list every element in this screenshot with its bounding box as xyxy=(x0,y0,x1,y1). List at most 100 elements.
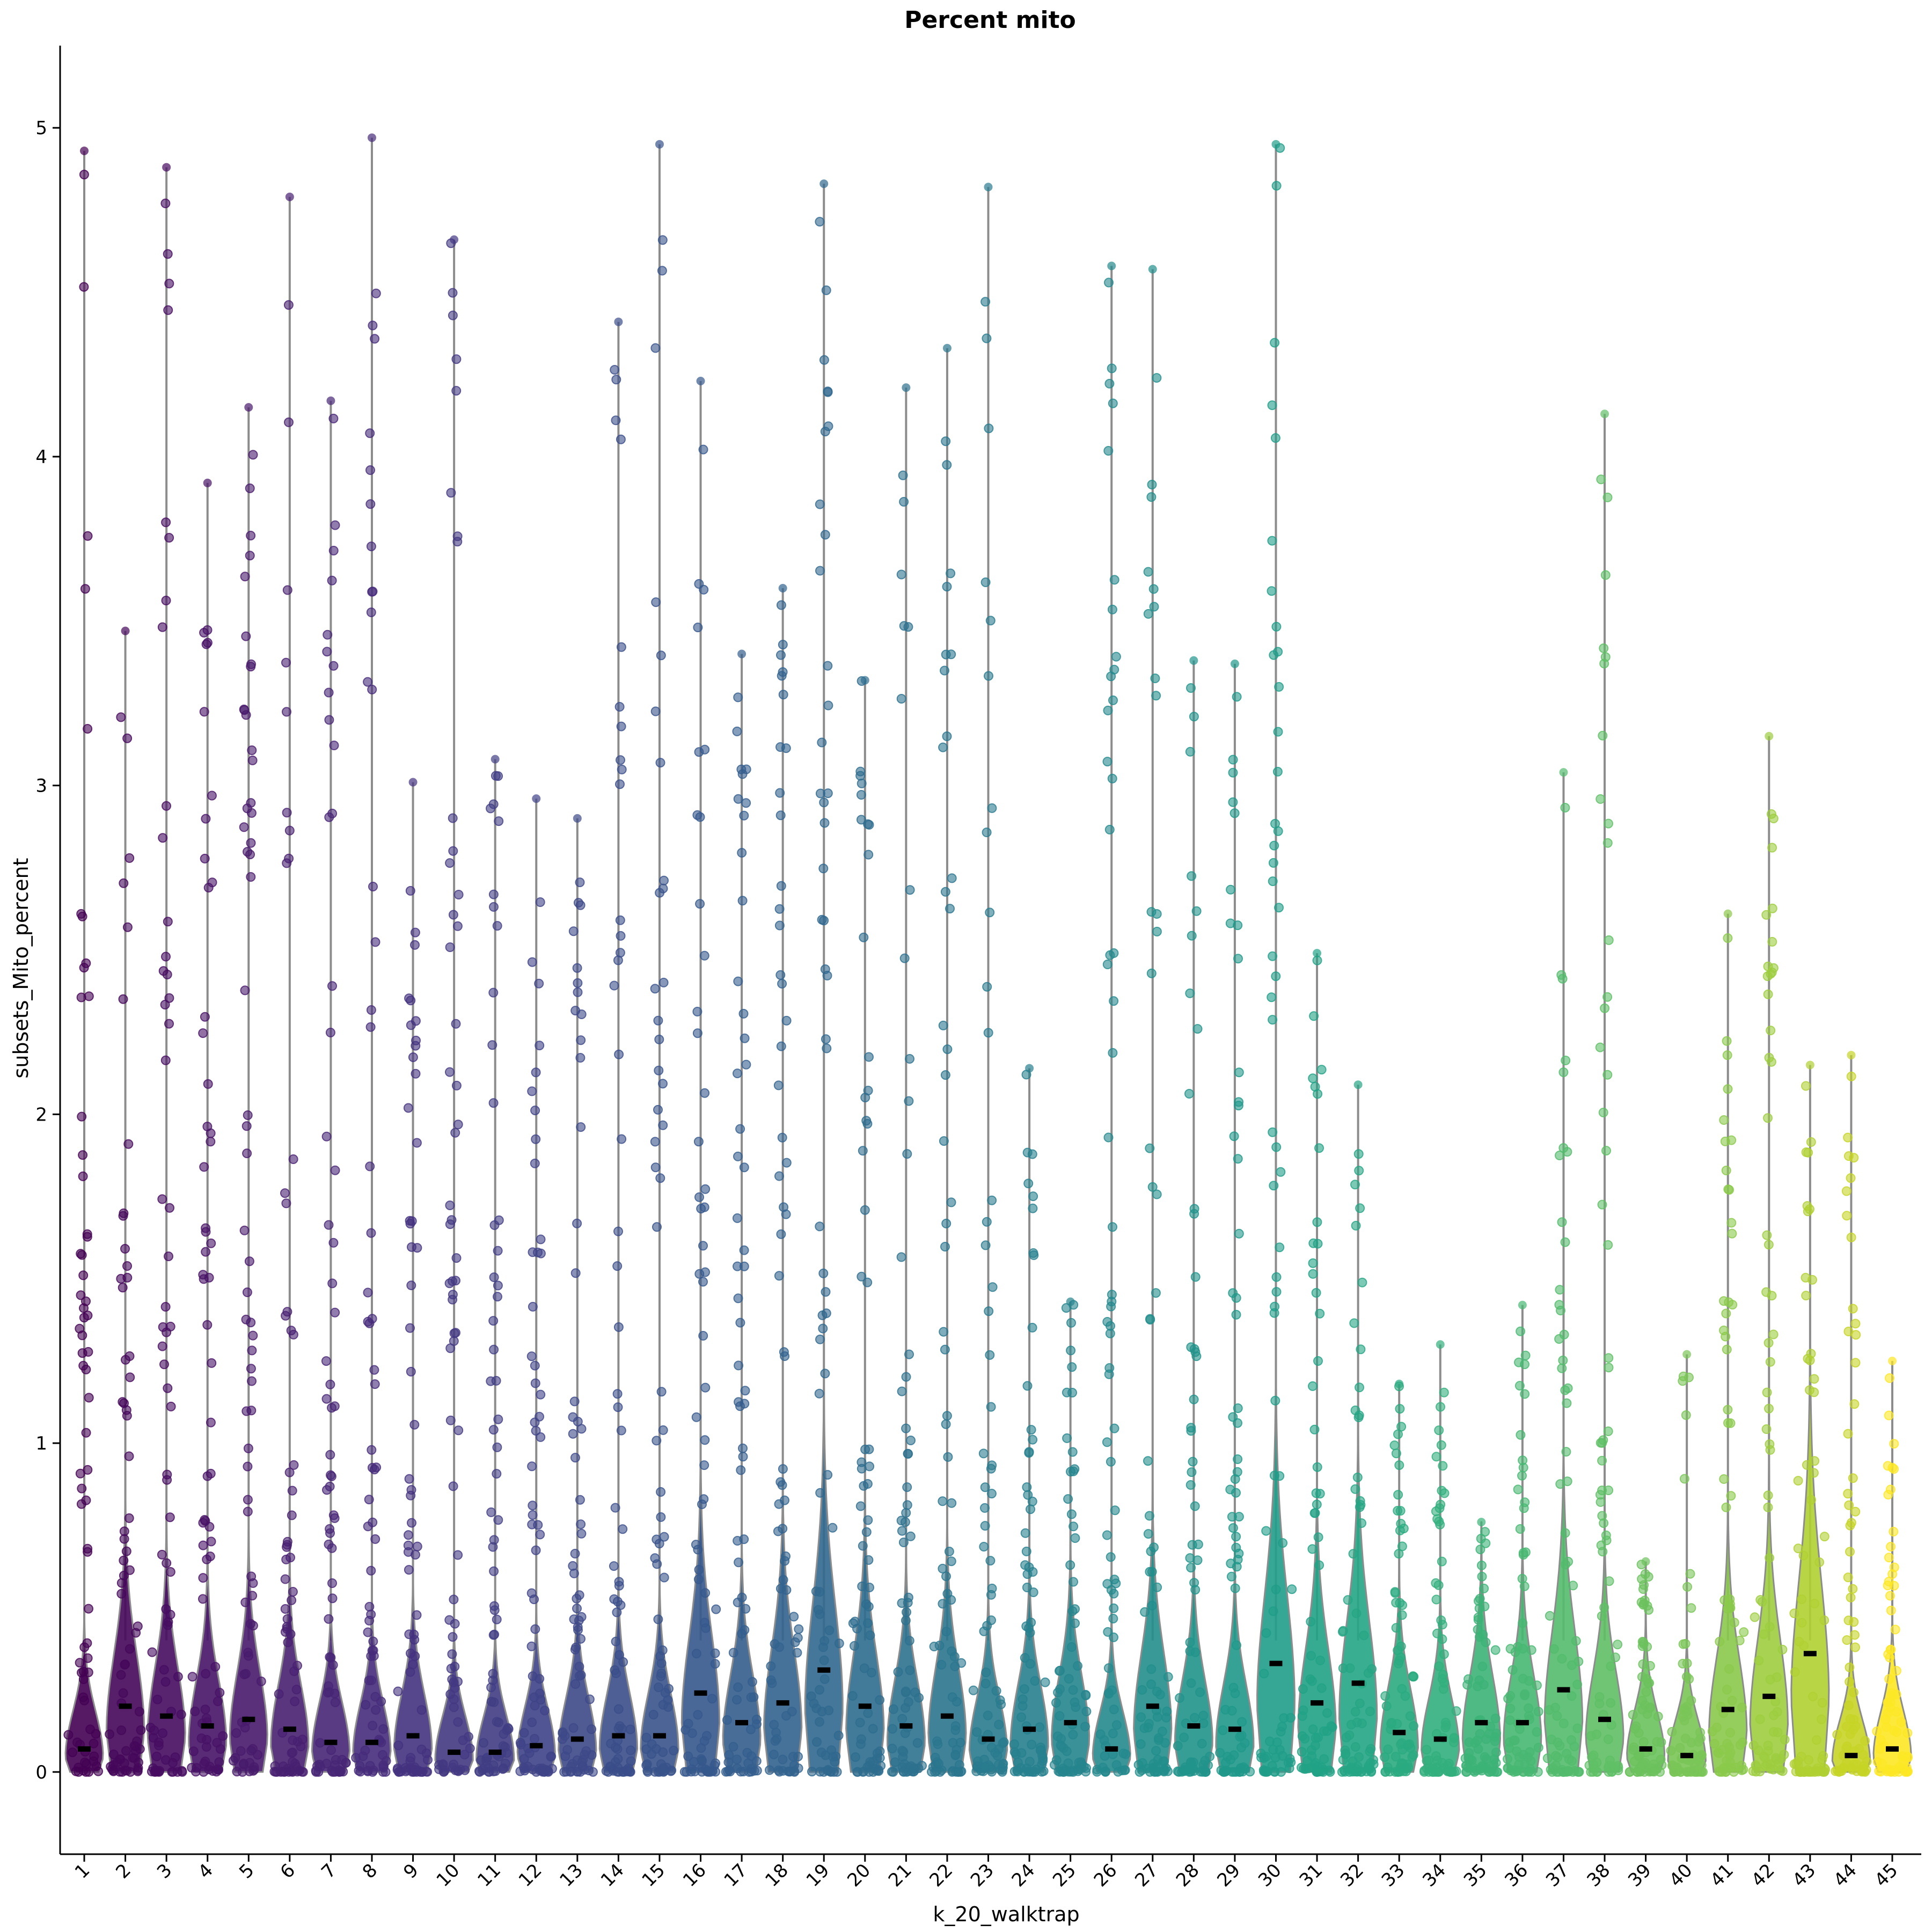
data-point xyxy=(1022,1569,1033,1579)
data-point xyxy=(1490,1714,1501,1723)
data-point xyxy=(658,1425,668,1435)
data-point xyxy=(358,1751,368,1761)
data-point xyxy=(371,1462,382,1473)
data-point xyxy=(115,1767,125,1777)
data-point xyxy=(1348,1767,1357,1777)
data-point xyxy=(1772,1707,1782,1717)
data-point xyxy=(887,1767,897,1777)
data-point xyxy=(1111,1720,1122,1730)
data-point xyxy=(526,1351,537,1362)
median-marker xyxy=(1228,1726,1241,1732)
data-point xyxy=(1645,1661,1655,1671)
data-point xyxy=(1109,1423,1119,1433)
data-point xyxy=(201,1668,211,1679)
data-point xyxy=(859,932,869,942)
data-point xyxy=(158,1728,168,1738)
data-point xyxy=(1066,1509,1077,1519)
data-point xyxy=(570,1453,580,1463)
data-point xyxy=(901,1703,911,1713)
data-point xyxy=(403,1103,413,1113)
x-tick-label: 9 xyxy=(399,1860,423,1883)
data-point xyxy=(163,917,173,927)
data-point xyxy=(1885,1652,1895,1663)
data-point xyxy=(741,1604,751,1614)
data-point xyxy=(941,1571,951,1582)
data-point xyxy=(326,1745,336,1755)
data-point xyxy=(1271,1142,1282,1152)
data-point xyxy=(404,1565,414,1575)
data-point xyxy=(1843,1429,1853,1439)
data-point xyxy=(1274,903,1284,913)
data-point xyxy=(1843,1700,1854,1710)
data-point xyxy=(1149,602,1159,612)
data-point xyxy=(945,904,955,914)
data-point xyxy=(1789,1608,1799,1619)
data-point xyxy=(405,885,415,896)
data-point xyxy=(1259,1668,1269,1679)
data-point xyxy=(75,1658,85,1668)
data-point xyxy=(160,199,171,208)
data-point xyxy=(1103,1132,1114,1143)
data-point xyxy=(872,1753,882,1763)
max-point xyxy=(203,478,212,487)
data-point xyxy=(857,1457,867,1467)
data-point xyxy=(1597,1455,1607,1466)
data-point xyxy=(1322,1726,1332,1736)
median-marker xyxy=(1886,1746,1899,1752)
data-point xyxy=(653,1104,663,1115)
data-point xyxy=(282,1614,292,1624)
data-point xyxy=(820,427,830,437)
data-point xyxy=(735,1318,745,1328)
data-point xyxy=(777,979,787,989)
data-point xyxy=(77,1111,87,1122)
data-point xyxy=(847,1691,858,1701)
data-point xyxy=(778,690,788,700)
data-point xyxy=(1365,1706,1375,1716)
data-point xyxy=(448,846,458,856)
data-point xyxy=(1146,1664,1157,1674)
data-point xyxy=(328,546,339,555)
x-tick-label: 14 xyxy=(597,1860,628,1891)
data-point xyxy=(1768,814,1779,824)
data-point xyxy=(465,1743,475,1753)
data-point xyxy=(1801,1081,1811,1091)
data-point xyxy=(995,1695,1005,1706)
data-point xyxy=(1393,1658,1403,1668)
data-point xyxy=(901,1687,911,1697)
data-point xyxy=(901,1423,911,1433)
data-point xyxy=(611,375,621,385)
data-point xyxy=(856,1734,866,1744)
data-point xyxy=(283,1637,293,1648)
data-point xyxy=(1775,1765,1785,1775)
data-point xyxy=(1228,1682,1239,1693)
data-point xyxy=(543,1767,553,1777)
data-point xyxy=(311,1766,321,1776)
data-point xyxy=(120,1659,130,1670)
data-point xyxy=(152,1767,163,1777)
data-point xyxy=(247,1591,258,1601)
data-point xyxy=(695,899,705,909)
data-point xyxy=(904,1096,914,1106)
data-point xyxy=(81,1428,91,1438)
data-point xyxy=(617,1134,627,1144)
data-point xyxy=(659,1532,669,1542)
data-point xyxy=(289,1460,299,1470)
data-point xyxy=(568,1429,578,1439)
data-point xyxy=(447,1215,457,1225)
data-point xyxy=(1146,907,1157,917)
data-point xyxy=(287,1748,297,1758)
median-marker xyxy=(1516,1719,1529,1725)
data-point xyxy=(81,958,91,968)
data-point xyxy=(207,791,217,801)
data-point xyxy=(486,1507,496,1517)
data-point xyxy=(324,1614,334,1624)
data-point xyxy=(206,1128,216,1138)
data-point xyxy=(1230,808,1240,818)
data-point xyxy=(818,1767,829,1777)
data-point xyxy=(1146,492,1157,502)
data-point xyxy=(1229,1750,1239,1760)
data-point xyxy=(1036,1745,1046,1755)
data-point xyxy=(1311,1488,1321,1498)
data-point xyxy=(84,1767,94,1777)
data-point xyxy=(710,1648,720,1658)
